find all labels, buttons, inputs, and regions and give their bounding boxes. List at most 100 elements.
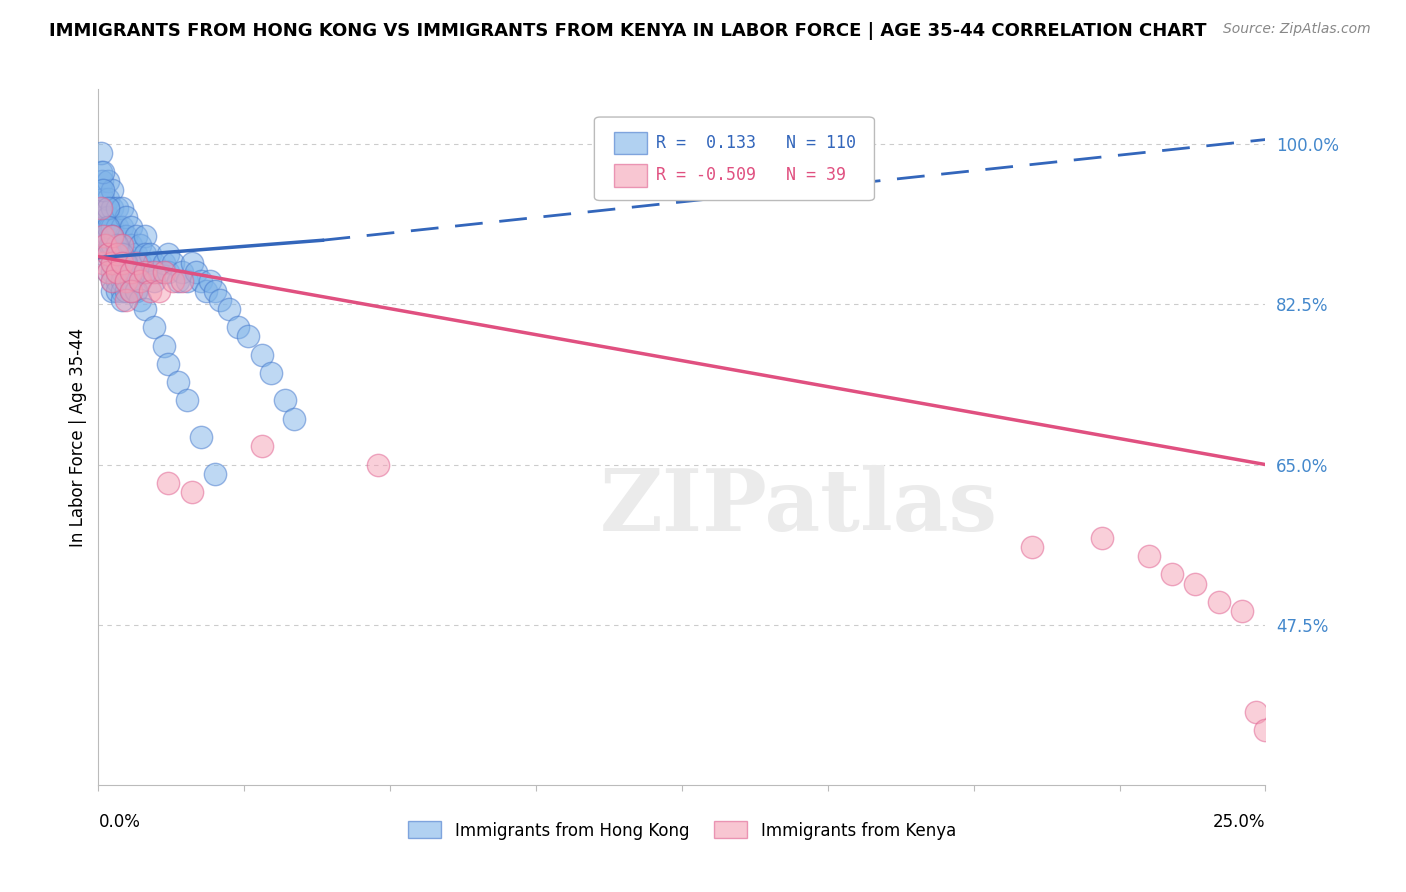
Point xyxy=(91,192,114,206)
Point xyxy=(97,247,120,261)
Point xyxy=(115,228,138,243)
Point xyxy=(260,366,283,380)
Point xyxy=(180,485,202,500)
Point xyxy=(105,247,128,261)
Point xyxy=(97,201,120,215)
Point xyxy=(204,467,226,481)
Point xyxy=(1137,549,1160,563)
Point xyxy=(143,275,166,289)
Point xyxy=(152,265,174,279)
Point xyxy=(157,475,180,490)
Text: 0.0%: 0.0% xyxy=(98,813,141,830)
Point xyxy=(105,284,128,298)
Point xyxy=(125,284,148,298)
Point xyxy=(218,301,240,316)
Point xyxy=(97,265,120,279)
Point xyxy=(139,247,162,261)
Point xyxy=(250,348,273,362)
Point xyxy=(120,275,142,289)
Point xyxy=(94,228,117,243)
Point xyxy=(143,320,166,334)
Point xyxy=(115,256,138,270)
Point xyxy=(134,265,156,279)
Point xyxy=(134,247,156,261)
Point xyxy=(152,256,174,270)
Point xyxy=(186,265,208,279)
Point xyxy=(1208,595,1230,609)
Point xyxy=(157,357,180,371)
Point xyxy=(90,183,112,197)
Point xyxy=(190,430,212,444)
Point xyxy=(250,439,273,453)
Point xyxy=(90,164,112,178)
Point xyxy=(97,247,120,261)
Point xyxy=(125,256,148,270)
Point xyxy=(115,275,138,289)
Point xyxy=(157,265,180,279)
Point xyxy=(134,301,156,316)
Point xyxy=(180,256,202,270)
Point xyxy=(172,275,194,289)
Point xyxy=(115,265,138,279)
Point xyxy=(283,411,305,425)
Point xyxy=(134,228,156,243)
Point xyxy=(91,247,114,261)
Point xyxy=(204,284,226,298)
Point xyxy=(111,219,134,234)
Point xyxy=(143,265,166,279)
Point xyxy=(120,265,142,279)
Point xyxy=(111,265,134,279)
Point xyxy=(101,183,124,197)
Point xyxy=(101,256,124,270)
Point xyxy=(194,284,217,298)
Point xyxy=(1254,723,1277,737)
Point xyxy=(111,237,134,252)
Point xyxy=(139,284,162,298)
Point xyxy=(101,228,124,243)
Point xyxy=(134,265,156,279)
Point xyxy=(129,256,152,270)
Point xyxy=(125,228,148,243)
Point xyxy=(162,275,184,289)
Point xyxy=(125,284,148,298)
Point xyxy=(97,219,120,234)
Point xyxy=(105,265,128,279)
Point xyxy=(228,320,250,334)
Point xyxy=(115,247,138,261)
Point xyxy=(97,265,120,279)
Point xyxy=(236,329,259,343)
Point xyxy=(120,237,142,252)
Point xyxy=(120,284,142,298)
Point xyxy=(120,284,142,298)
Point xyxy=(91,174,114,188)
Point xyxy=(115,284,138,298)
Point xyxy=(105,237,128,252)
Point xyxy=(148,265,170,279)
Point xyxy=(91,211,114,225)
Point xyxy=(176,275,198,289)
Point xyxy=(91,237,114,252)
Point xyxy=(111,237,134,252)
Point xyxy=(1244,705,1267,719)
Point xyxy=(166,275,188,289)
Point xyxy=(91,256,114,270)
Y-axis label: In Labor Force | Age 35-44: In Labor Force | Age 35-44 xyxy=(69,327,87,547)
Point xyxy=(176,393,198,408)
Point xyxy=(111,256,134,270)
Point xyxy=(152,338,174,352)
Point xyxy=(111,201,134,215)
Point xyxy=(90,146,112,161)
Point xyxy=(1184,576,1206,591)
Point xyxy=(91,164,114,178)
Point xyxy=(105,219,128,234)
Point xyxy=(125,247,148,261)
Point xyxy=(111,284,134,298)
Point xyxy=(91,219,114,234)
Text: Source: ZipAtlas.com: Source: ZipAtlas.com xyxy=(1223,22,1371,37)
Point xyxy=(94,201,117,215)
Point xyxy=(367,458,389,472)
Point xyxy=(101,228,124,243)
Point xyxy=(101,275,124,289)
Point xyxy=(97,228,120,243)
Point xyxy=(105,265,128,279)
